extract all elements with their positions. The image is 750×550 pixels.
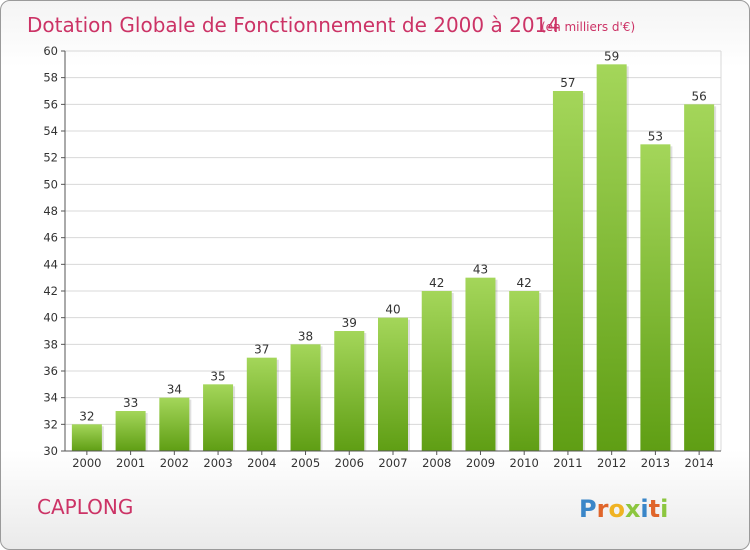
data-label: 42 — [517, 276, 532, 290]
logo-letter: P — [579, 495, 597, 523]
data-label: 38 — [298, 329, 313, 343]
x-tick-label: 2009 — [466, 456, 495, 470]
bar — [115, 411, 146, 451]
y-tick-label: 48 — [43, 204, 58, 218]
logo-letter: t — [649, 495, 660, 523]
bar — [378, 317, 408, 451]
y-tick-label: 44 — [43, 257, 58, 271]
data-label: 34 — [167, 383, 182, 397]
bar — [640, 144, 671, 452]
location-name: CAPLONG — [37, 495, 133, 519]
logo-letter: x — [625, 495, 641, 523]
data-label: 59 — [604, 49, 619, 63]
y-tick-label: 52 — [43, 151, 58, 165]
labels: 32 33 34 35 37 38 39 40 42 43 42 57 59 53 56 — [79, 49, 707, 423]
data-label: 32 — [79, 409, 94, 423]
y-tick-label: 50 — [43, 177, 58, 191]
logo-letter: i — [640, 495, 648, 523]
bar — [246, 357, 277, 451]
data-label: 53 — [648, 129, 663, 143]
x-tick-label: 2007 — [378, 456, 407, 470]
x-tick-label: 2012 — [597, 456, 626, 470]
y-tick-label: 46 — [43, 231, 58, 245]
bar — [334, 331, 365, 451]
x-tick-label: 2005 — [291, 456, 320, 470]
x-tick-label: 2003 — [203, 456, 232, 470]
bar — [203, 384, 234, 451]
x-tick-label: 2011 — [553, 456, 582, 470]
bar — [71, 424, 102, 451]
bar — [159, 397, 190, 451]
logo-letter: r — [597, 495, 609, 523]
y-tick-label: 40 — [43, 311, 58, 325]
x-tick-label: 2014 — [684, 456, 713, 470]
y-tick-label: 42 — [43, 284, 58, 298]
bar — [552, 91, 583, 451]
data-label: 57 — [560, 76, 575, 90]
data-label: 56 — [691, 89, 706, 103]
y-tick-label: 56 — [43, 97, 58, 111]
logo-letter: i — [660, 495, 668, 523]
axes: 30 32 34 36 38 40 42 44 46 48 50 52 54 56 58 60 2000 2001… — [43, 44, 721, 470]
chart-title: Dotation Globale de Fonctionnement de 20… — [27, 13, 560, 37]
data-label: 35 — [210, 369, 225, 383]
x-tick-label: 2008 — [422, 456, 451, 470]
y-tick-label: 38 — [43, 337, 58, 351]
bar — [421, 291, 452, 451]
bar — [684, 104, 715, 451]
bar — [290, 344, 321, 451]
x-tick-label: 2002 — [160, 456, 189, 470]
x-tick-label: 2013 — [641, 456, 670, 470]
x-tick-label: 2006 — [335, 456, 364, 470]
data-label: 43 — [473, 263, 488, 277]
y-tick-label: 30 — [43, 444, 58, 458]
y-tick-label: 34 — [43, 391, 58, 405]
data-label: 42 — [429, 276, 444, 290]
logo-letter: o — [608, 495, 625, 523]
bar — [465, 277, 496, 451]
y-tick-label: 54 — [43, 124, 58, 138]
x-tick-label: 2004 — [247, 456, 276, 470]
x-tick-label: 2000 — [72, 456, 101, 470]
bar — [596, 64, 627, 452]
chart-subtitle: (en milliers d'€) — [541, 20, 635, 34]
proxiti-logo: Proxiti — [579, 495, 668, 523]
data-label: 40 — [385, 303, 400, 317]
y-tick-label: 32 — [43, 417, 58, 431]
data-label: 39 — [342, 316, 357, 330]
data-label: 33 — [123, 396, 138, 410]
bar — [509, 291, 540, 451]
data-label: 37 — [254, 343, 269, 357]
y-tick-label: 36 — [43, 364, 58, 378]
y-tick-label: 60 — [43, 44, 58, 58]
x-tick-label: 2010 — [510, 456, 539, 470]
x-tick-label: 2001 — [116, 456, 145, 470]
bars — [71, 64, 717, 452]
y-tick-label: 58 — [43, 71, 58, 85]
